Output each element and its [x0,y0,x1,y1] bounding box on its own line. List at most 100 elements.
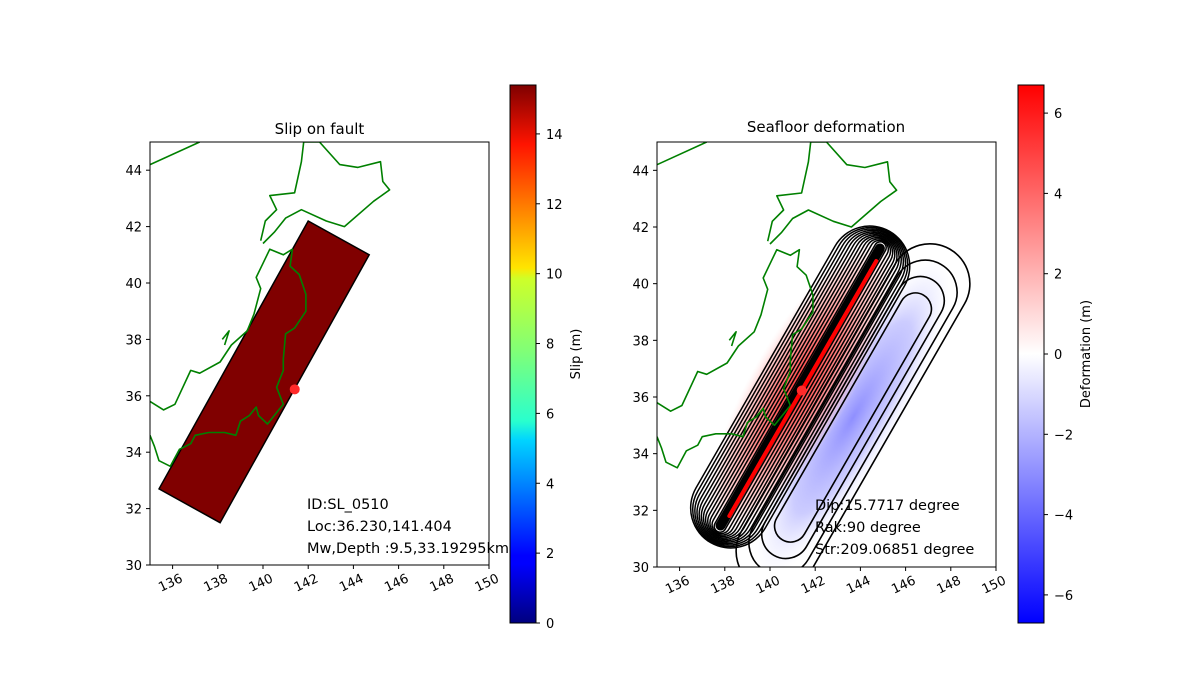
contour-line [702,233,898,541]
coastline-segment [728,331,737,347]
x-tick-label: 142 [292,571,321,595]
coastline-segment [221,330,230,346]
annotation-id: ID:SL_0510 [307,497,389,513]
slip-axes-frame [149,141,490,566]
slip-y-axis: 30 32 34 36 38 40 42 44 [125,164,150,574]
subsidence-fill [754,257,952,567]
deformation-panel-title: Seafloor deformation [747,118,905,136]
colorbar-tick-label: 14 [546,128,563,143]
epicenter-marker [796,385,807,396]
deformation-y-axis: 30 32 34 36 38 40 42 44 [632,164,657,576]
y-tick-label: 32 [125,503,142,518]
annotation-magnitude-depth: Mw,Depth :9.5,33.19295km [307,541,509,557]
x-tick-label: 148 [935,573,964,597]
y-tick-label: 34 [632,448,649,463]
slip-colorbar: 0 2 4 6 8 10 12 14 Slip (m) [509,84,584,632]
slip-annotations: ID:SL_0510 Loc:36.230,141.404 Mw,Depth :… [307,497,509,557]
y-tick-label: 38 [125,333,142,348]
deformation-colorbar: −6 −4 −2 0 2 4 6 Deformation (m) [1017,84,1094,624]
y-tick-label: 36 [125,390,142,405]
contour-line [692,226,909,548]
x-tick-label: 140 [247,571,276,595]
deformation-axes-frame [656,141,997,568]
contour-line [696,229,905,545]
colorbar-tick-label: −4 [1054,509,1073,524]
y-tick-label: 40 [125,277,142,292]
annotation-dip: Dip:15.7717 degree [815,498,960,514]
contour-line [773,292,933,543]
y-tick-label: 42 [125,221,142,236]
y-tick-label: 40 [632,278,649,293]
colorbar-tick-label: 10 [546,268,563,283]
fault-slip-patch [157,219,371,524]
slip-colorbar-label: Slip (m) [569,329,584,380]
coastline-segment [657,248,814,469]
slip-x-axis: 136 138 140 142 144 146 148 150 [156,565,502,595]
deformation-colorbar-label: Deformation (m) [1079,300,1094,408]
colorbar-tick-label: 4 [546,477,554,492]
annotation-location: Loc:36.230,141.404 [307,519,452,535]
colorbar-tick-label: 6 [1054,107,1062,122]
colorbar-tick-label: −6 [1054,589,1073,604]
slip-panel: Slip on fault 136 138 140 142 144 146 148 150 3… [125,120,509,595]
deformation-plot-area [657,142,996,567]
y-tick-label: 38 [632,334,649,349]
y-tick-label: 34 [125,446,142,461]
deformation-x-axis: 136 138 140 142 144 146 148 150 [663,567,1009,597]
colorbar-tick-label: 0 [546,617,554,632]
x-tick-label: 150 [473,571,502,595]
colorbar-tick-label: 12 [546,198,563,213]
y-tick-label: 36 [632,391,649,406]
contour-line [711,239,890,535]
y-tick-label: 30 [125,559,142,574]
subsidence-lobe [754,257,952,567]
slip-colorbar-ticks: 0 2 4 6 8 10 12 14 [536,128,563,632]
coastline-segment [657,142,708,166]
epicenter-marker [289,384,300,395]
x-tick-label: 144 [844,573,873,597]
deformation-annotations: Dip:15.7717 degree Rak:90 degree Str:209… [815,498,974,558]
x-tick-label: 144 [337,571,366,595]
coastline-segment [150,248,307,468]
x-tick-label: 138 [202,571,231,595]
x-tick-label: 136 [156,571,185,595]
contour-line [698,231,902,543]
x-tick-label: 136 [663,573,692,597]
slip-colorbar-gradient [509,84,537,624]
contour-line [709,238,892,536]
x-tick-label: 146 [889,573,918,597]
coastline-segment [766,142,898,245]
annotation-rake: Rak:90 degree [815,520,921,536]
x-tick-label: 148 [428,571,457,595]
contour-line [704,235,896,539]
deformation-colorbar-ticks: −6 −4 −2 0 2 4 6 [1044,107,1073,604]
slip-plot-area [150,142,489,565]
colorbar-tick-label: 4 [1054,187,1062,202]
coastline-segment [150,142,201,166]
x-tick-label: 140 [754,573,783,597]
contour-line [748,259,958,567]
contour-line [700,232,900,542]
annotation-strike: Str:209.06851 degree [815,542,974,558]
y-tick-label: 32 [632,504,649,519]
y-tick-label: 42 [632,221,649,236]
coastline-segment [259,142,391,245]
coastline-japan [150,142,391,468]
y-tick-label: 30 [632,561,649,576]
y-tick-label: 44 [125,164,142,179]
x-tick-label: 142 [799,573,828,597]
colorbar-tick-label: 6 [546,407,554,422]
coastline-japan [657,142,898,469]
slip-panel-title: Slip on fault [275,120,365,138]
y-tick-label: 44 [632,164,649,179]
colorbar-tick-label: 0 [1054,348,1062,363]
colorbar-tick-label: 8 [546,338,554,353]
x-tick-label: 138 [709,573,738,597]
x-tick-label: 150 [980,573,1009,597]
colorbar-tick-label: 2 [1054,268,1062,283]
colorbar-tick-label: 2 [546,547,554,562]
deformation-colorbar-gradient [1017,84,1045,624]
contour-line [689,225,911,549]
x-tick-label: 146 [382,571,411,595]
